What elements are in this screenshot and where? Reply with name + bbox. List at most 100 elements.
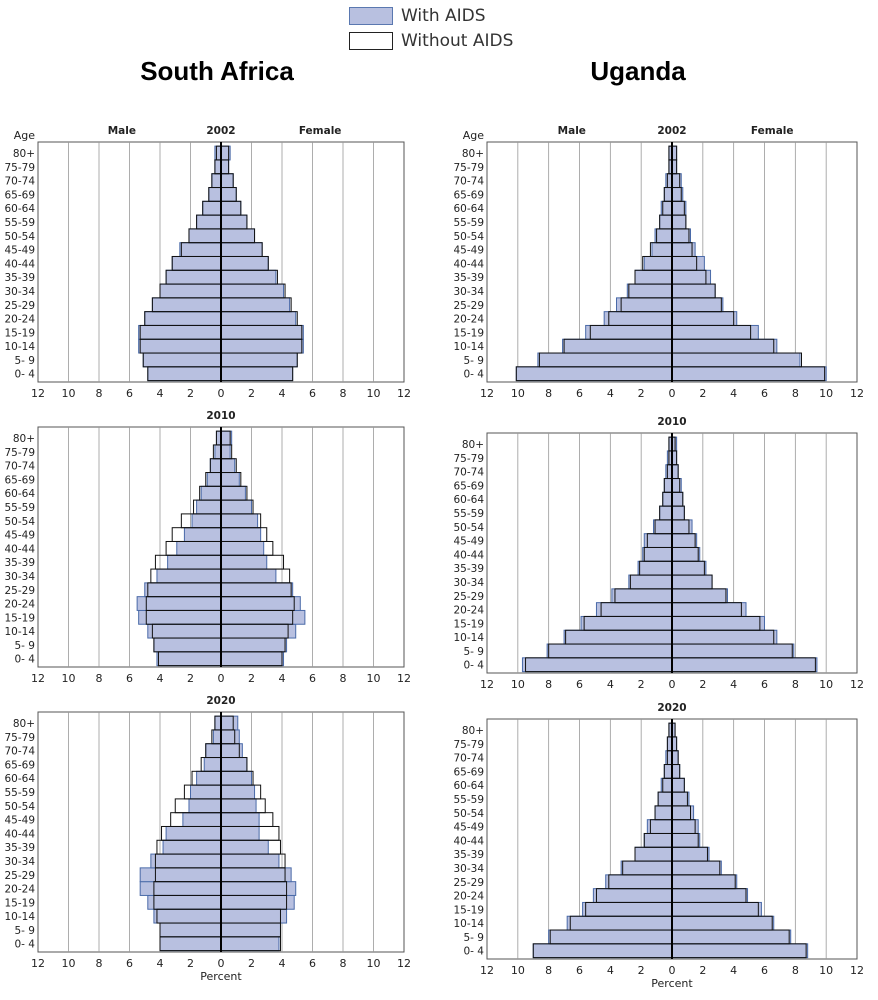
bar-with-aids-male xyxy=(663,764,673,779)
age-tick-label: 5- 9 xyxy=(15,925,36,937)
x-tick-label: 12 xyxy=(397,672,411,685)
x-tick-label: 2 xyxy=(187,672,194,685)
age-tick-label: 5- 9 xyxy=(15,640,36,652)
bar-with-aids-female xyxy=(671,602,747,617)
age-tick-label: 70-74 xyxy=(4,746,35,758)
bar-with-aids-female xyxy=(220,554,268,570)
bar-with-aids-male xyxy=(147,366,222,382)
bar-with-aids-male xyxy=(167,554,222,570)
x-tick-label: 10 xyxy=(511,678,525,691)
x-tick-label: 8 xyxy=(96,957,103,970)
bar-with-aids-male xyxy=(532,943,673,959)
age-tick-label: 30-34 xyxy=(4,856,35,868)
bar-with-aids-male xyxy=(646,819,673,834)
bar-with-aids-female xyxy=(671,200,687,216)
age-tick-label: 75-79 xyxy=(453,739,484,751)
age-axis-label: Age xyxy=(463,129,485,142)
age-tick-label: 75-79 xyxy=(4,732,35,744)
bar-with-aids-female xyxy=(671,929,792,945)
age-tick-label: 80+ xyxy=(462,439,484,451)
bar-with-aids-male xyxy=(653,519,673,535)
x-tick-label: 4 xyxy=(730,964,737,977)
bar-with-aids-female xyxy=(220,444,231,460)
bar-with-aids-female xyxy=(671,311,738,326)
pyramid-uganda-2002: 0- 45- 910-1415-1920-2425-2930-3435-3940… xyxy=(453,125,864,400)
age-tick-label: 70-74 xyxy=(4,461,35,473)
x-tick-label: 12 xyxy=(850,964,864,977)
bar-with-aids-male xyxy=(211,173,222,189)
age-tick-label: 30-34 xyxy=(4,571,35,583)
x-tick-label: 10 xyxy=(367,672,381,685)
bar-with-aids-male xyxy=(663,478,673,493)
x-tick-label: 4 xyxy=(730,387,737,400)
male-header: Male xyxy=(558,125,586,137)
year-label: 2010 xyxy=(206,410,235,422)
bar-with-aids-female xyxy=(671,791,690,807)
bar-with-aids-male xyxy=(147,894,222,910)
bar-with-aids-male xyxy=(595,602,673,617)
bar-with-aids-female xyxy=(220,242,263,257)
bar-with-aids-male xyxy=(657,791,673,807)
year-label: 2002 xyxy=(657,125,686,137)
bar-with-aids-female xyxy=(220,770,252,786)
bar-with-aids-female xyxy=(671,943,809,959)
bar-with-aids-female xyxy=(671,560,707,576)
bar-with-aids-female xyxy=(671,338,778,354)
bar-with-aids-female xyxy=(220,596,301,611)
age-tick-label: 55-59 xyxy=(4,787,35,799)
legend: With AIDS Without AIDS xyxy=(349,5,549,55)
bar-with-aids-male xyxy=(150,853,222,869)
bar-with-aids-male xyxy=(165,825,222,841)
age-tick-label: 55-59 xyxy=(453,508,484,520)
x-tick-label: 8 xyxy=(545,964,552,977)
x-tick-label: 4 xyxy=(279,957,286,970)
bar-with-aids-male xyxy=(611,588,673,604)
bar-with-aids-male xyxy=(206,472,222,487)
bar-with-aids-male xyxy=(628,574,673,590)
bar-with-aids-female xyxy=(220,853,280,869)
bar-with-aids-male xyxy=(196,214,222,230)
age-tick-label: 45-49 xyxy=(4,530,35,542)
bar-with-aids-female xyxy=(220,159,230,175)
bar-with-aids-female xyxy=(220,283,285,299)
bar-with-aids-male xyxy=(626,283,673,299)
age-tick-label: 0- 4 xyxy=(464,369,485,381)
x-tick-label: 10 xyxy=(511,964,525,977)
age-tick-label: 50-54 xyxy=(4,231,35,243)
bar-with-aids-female xyxy=(671,297,724,313)
bar-with-aids-female xyxy=(671,915,775,931)
x-tick-label: 8 xyxy=(545,387,552,400)
age-tick-label: 80+ xyxy=(13,718,35,730)
bar-with-aids-female xyxy=(220,499,252,515)
bar-with-aids-female xyxy=(220,311,297,326)
age-tick-label: 20-24 xyxy=(453,605,484,617)
age-tick-label: 55-59 xyxy=(453,794,484,806)
age-tick-label: 80+ xyxy=(13,433,35,445)
age-tick-label: 35-39 xyxy=(4,557,35,569)
bar-with-aids-female xyxy=(671,324,759,340)
age-tick-label: 40-44 xyxy=(453,835,484,847)
bar-with-aids-male xyxy=(643,832,673,848)
age-tick-label: 35-39 xyxy=(453,849,484,861)
x-tick-label: 0 xyxy=(669,387,676,400)
bar-with-aids-male xyxy=(159,922,222,938)
x-tick-label: 4 xyxy=(157,387,164,400)
bar-with-aids-female xyxy=(220,338,304,354)
bar-with-aids-male xyxy=(634,846,673,862)
age-tick-label: 25-29 xyxy=(453,300,484,312)
x-tick-label: 12 xyxy=(480,678,494,691)
bar-with-aids-female xyxy=(220,637,288,653)
bar-with-aids-female xyxy=(671,269,712,285)
bar-with-aids-male xyxy=(196,499,222,515)
bar-with-aids-male xyxy=(616,297,673,313)
age-tick-label: 20-24 xyxy=(4,314,35,326)
x-tick-label: 8 xyxy=(340,672,347,685)
bar-with-aids-male xyxy=(196,770,222,786)
age-tick-label: 50-54 xyxy=(453,808,484,820)
age-tick-label: 75-79 xyxy=(453,453,484,465)
age-tick-label: 25-29 xyxy=(453,877,484,889)
x-tick-label: 6 xyxy=(761,964,768,977)
age-tick-label: 25-29 xyxy=(453,591,484,603)
bar-with-aids-male xyxy=(191,513,222,529)
bar-with-aids-male xyxy=(144,582,222,598)
